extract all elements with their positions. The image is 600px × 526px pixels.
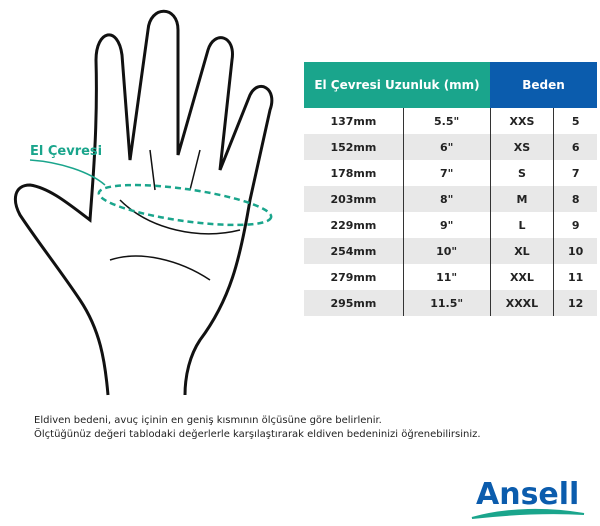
note-line: Eldiven bedeni, avuç içinin en geniş kıs…	[34, 415, 382, 426]
cell-inch: 10"	[403, 238, 490, 264]
cell-number: 11	[568, 270, 584, 284]
cell-size: XXXL	[489, 290, 555, 316]
cell-mm: 279mm	[304, 264, 404, 290]
cell-number: 12	[553, 290, 597, 316]
cell-mm: 178mm	[304, 160, 404, 186]
cell-number: 9	[571, 218, 580, 232]
logo-text: Ansell	[476, 477, 579, 512]
cell-inch: 11.5"	[403, 290, 490, 316]
hand-circumference-label: El Çevresi	[30, 144, 103, 159]
cell-inch: 8"	[403, 186, 490, 212]
note-line: Ölçtüğünüz değeri tablodaki değerlerle k…	[34, 429, 481, 440]
cell-number: 5	[571, 114, 580, 128]
table-row: 203mm 8" M 8	[304, 186, 597, 212]
cell-number: 8	[553, 186, 597, 212]
cell-inch: 11"	[436, 270, 458, 284]
cell-mm: 137mm	[304, 108, 404, 134]
cell-inch: 6"	[403, 134, 490, 160]
ansell-logo: Ansell	[471, 477, 585, 519]
table-row: 178mm 7" S 7	[304, 160, 597, 186]
header-measure: El Çevresi Uzunluk (mm)	[304, 62, 490, 108]
cell-size: XXS	[489, 108, 555, 134]
cell-number: 6	[553, 134, 597, 160]
cell-size: XL	[489, 238, 555, 264]
cell-mm: 295mm	[304, 290, 404, 316]
cell-size: L	[489, 212, 555, 238]
cell-number: 10	[553, 238, 597, 264]
cell-size: S	[489, 160, 555, 186]
cell-mm: 254mm	[304, 238, 404, 264]
table-row: 137mm 5.5" XXS 5	[304, 108, 597, 134]
table-row: 279mm 11" XXL 11	[304, 264, 597, 290]
cell-mm: 152mm	[304, 134, 404, 160]
cell-size: XS	[489, 134, 555, 160]
note: Eldiven bedeni, avuç içinin en geniş kıs…	[34, 414, 481, 442]
cell-size: XXL	[489, 264, 555, 290]
header-size: Beden	[490, 62, 597, 108]
cell-size: M	[489, 186, 555, 212]
table-row: 254mm 10" XL 10	[304, 238, 597, 264]
size-table: El Çevresi Uzunluk (mm) Beden 137mm 5.5" X…	[304, 62, 597, 316]
table-row: 295mm 11.5" XXXL 12	[304, 290, 597, 316]
table-row: 152mm 6" XS 6	[304, 134, 597, 160]
table-row: 229mm 9" L 9	[304, 212, 597, 238]
cell-inch: 7"	[439, 166, 454, 180]
cell-mm: 229mm	[304, 212, 404, 238]
cell-mm: 203mm	[304, 186, 404, 212]
hand-illustration	[13, 9, 274, 396]
cell-inch: 5.5"	[434, 114, 460, 128]
cell-number: 7	[571, 166, 580, 180]
cell-inch: 9"	[439, 218, 454, 232]
